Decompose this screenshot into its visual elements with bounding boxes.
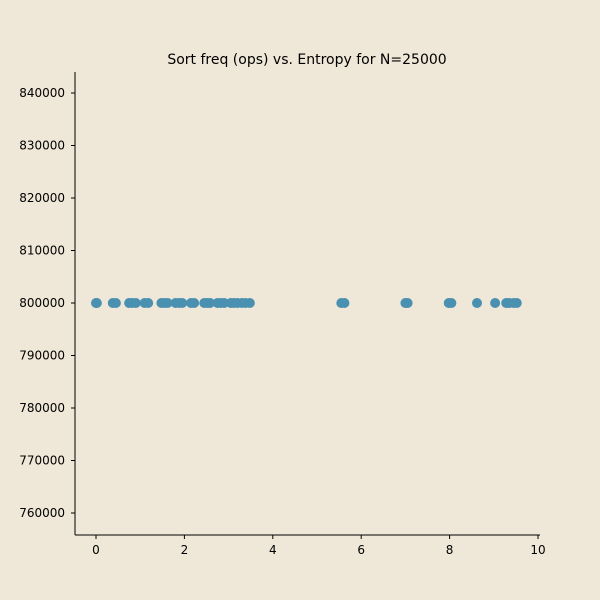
data-point [490, 298, 501, 308]
chart-title: Sort freq (ops) vs. Entropy for N=25000 [167, 52, 446, 68]
x-axis-ticks: 0 2 4 6 8 10 [92, 535, 546, 557]
data-point [189, 298, 200, 308]
data-point [162, 298, 173, 308]
y-tick-label: 810000 [19, 244, 65, 258]
data-point [339, 298, 350, 308]
data-point [205, 298, 216, 308]
data-point [130, 298, 141, 308]
x-tick-label: 8 [446, 543, 454, 557]
y-tick-label: 790000 [19, 349, 65, 363]
data-point [511, 298, 522, 308]
data-point [472, 298, 483, 308]
y-tick-label: 830000 [19, 139, 65, 153]
data-point [110, 298, 121, 308]
y-tick-label: 840000 [19, 86, 65, 100]
x-tick-label: 0 [92, 543, 100, 557]
data-points [91, 298, 522, 308]
data-point [402, 298, 413, 308]
x-tick-label: 2 [181, 543, 189, 557]
x-tick-label: 10 [530, 543, 545, 557]
data-point [91, 298, 102, 308]
data-point [177, 298, 188, 308]
data-point [244, 298, 255, 308]
y-axis-ticks: 760000 770000 780000 790000 800000 810000 8200… [19, 86, 75, 520]
data-point [143, 298, 154, 308]
x-tick-label: 4 [269, 543, 277, 557]
x-tick-label: 6 [357, 543, 365, 557]
y-tick-label: 800000 [19, 296, 65, 310]
y-tick-label: 780000 [19, 401, 65, 415]
y-tick-label: 760000 [19, 506, 65, 520]
y-tick-label: 770000 [19, 454, 65, 468]
y-tick-label: 820000 [19, 191, 65, 205]
data-point [446, 298, 457, 308]
